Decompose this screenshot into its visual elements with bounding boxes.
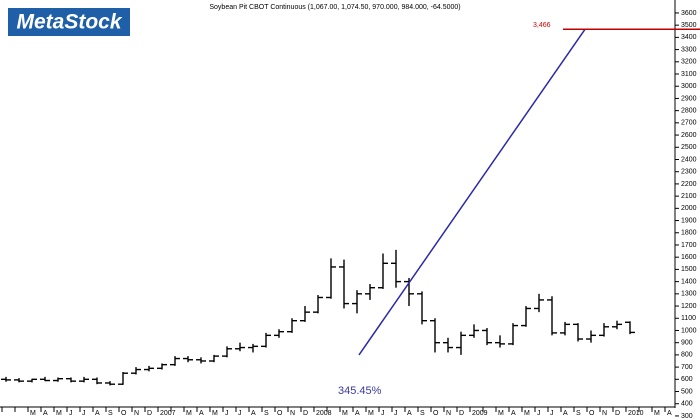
x-tick-label: N [290, 410, 295, 417]
x-tick-label: A [251, 410, 256, 417]
y-tick-label: 2500 [681, 144, 697, 151]
x-tick-label: J [225, 410, 229, 417]
y-tick-label: 900 [681, 340, 693, 347]
x-tick-label: J [381, 410, 385, 417]
y-tick-label: 1000 [681, 327, 697, 334]
x-tick-label: A [407, 410, 412, 417]
y-tick-label: 2100 [681, 193, 697, 200]
y-tick-label: 1500 [681, 266, 697, 273]
x-tick-label: O [121, 410, 127, 417]
y-tick-label: 2200 [681, 181, 697, 188]
y-tick-label: 400 [681, 401, 693, 408]
x-tick-label: M [186, 410, 192, 417]
x-tick-label: M [368, 410, 374, 417]
target-label: 3,466 [533, 22, 551, 29]
x-tick-label: A [43, 410, 48, 417]
x-tick-label: M [654, 410, 660, 417]
x-tick-label: N [134, 410, 139, 417]
y-tick-label: 1900 [681, 217, 697, 224]
y-tick-label: 3600 [681, 10, 697, 17]
y-tick-label: 1800 [681, 230, 697, 237]
x-tick-label: S [420, 410, 425, 417]
y-tick-label: 1400 [681, 278, 697, 285]
y-tick-label: 1300 [681, 291, 697, 298]
x-tick-label: M [56, 410, 62, 417]
x-tick-label: A [355, 410, 360, 417]
x-tick-label: D [147, 410, 152, 417]
y-tick-label: 2800 [681, 107, 697, 114]
y-tick-label: 3300 [681, 46, 697, 53]
x-tick-label: A [563, 410, 568, 417]
y-tick-label: 2700 [681, 120, 697, 127]
x-tick-label: M [212, 410, 218, 417]
x-tick-label: O [433, 410, 439, 417]
x-tick-label: A [95, 410, 100, 417]
x-tick-label: 2010 [628, 410, 644, 417]
y-tick-label: 600 [681, 376, 693, 383]
y-tick-label: 3000 [681, 83, 697, 90]
x-tick-label: S [108, 410, 113, 417]
logo-box [8, 8, 130, 36]
x-tick-label: O [589, 410, 595, 417]
y-tick-label: 2300 [681, 169, 697, 176]
chart-title: Soybean Pit CBOT Continuous (1,067.00, 1… [209, 4, 460, 11]
x-tick-label: J [69, 410, 73, 417]
x-tick-label: M [498, 410, 504, 417]
x-tick-label: M [30, 410, 36, 417]
x-tick-label: N [446, 410, 451, 417]
percent-label: 345.45% [338, 385, 382, 397]
y-tick-label: 2900 [681, 95, 697, 102]
x-tick-label: J [238, 410, 242, 417]
x-tick-label: A [511, 410, 516, 417]
y-tick-label: 2400 [681, 156, 697, 163]
y-tick-label: 2600 [681, 132, 697, 139]
y-tick-label: 3500 [681, 22, 697, 29]
x-tick-label: J [82, 410, 86, 417]
x-tick-label: D [615, 410, 620, 417]
y-tick-label: 800 [681, 352, 693, 359]
x-tick-label: 2009 [472, 410, 488, 417]
x-tick-label: J [550, 410, 554, 417]
projection-line [358, 28, 586, 356]
y-tick-label: 3200 [681, 59, 697, 66]
y-tick-label: 300 [681, 413, 693, 419]
logo: MetaStock [16, 11, 122, 34]
x-tick-label: A [667, 410, 672, 417]
x-tick-label: S [264, 410, 269, 417]
y-tick-label: 500 [681, 388, 693, 395]
x-tick-label: D [303, 410, 308, 417]
x-tick-label: D [459, 410, 464, 417]
x-tick-label: M [524, 410, 530, 417]
x-tick-label: J [394, 410, 398, 417]
x-tick-label: S [576, 410, 581, 417]
y-tick-label: 1700 [681, 242, 697, 249]
x-tick-label: N [602, 410, 607, 417]
x-tick-label: 2007 [160, 410, 176, 417]
x-tick-label: O [277, 410, 283, 417]
y-tick-label: 1200 [681, 303, 697, 310]
y-tick-label: 700 [681, 364, 693, 371]
x-tick-label: J [537, 410, 541, 417]
y-tick-label: 3100 [681, 71, 697, 78]
x-tick-label: M [342, 410, 348, 417]
y-tick-label: 1600 [681, 254, 697, 261]
y-tick-label: 3400 [681, 34, 697, 41]
x-tick-label: 2008 [316, 410, 332, 417]
y-tick-label: 2000 [681, 205, 697, 212]
x-tick-label: A [199, 410, 204, 417]
y-tick-label: 1100 [681, 315, 696, 322]
